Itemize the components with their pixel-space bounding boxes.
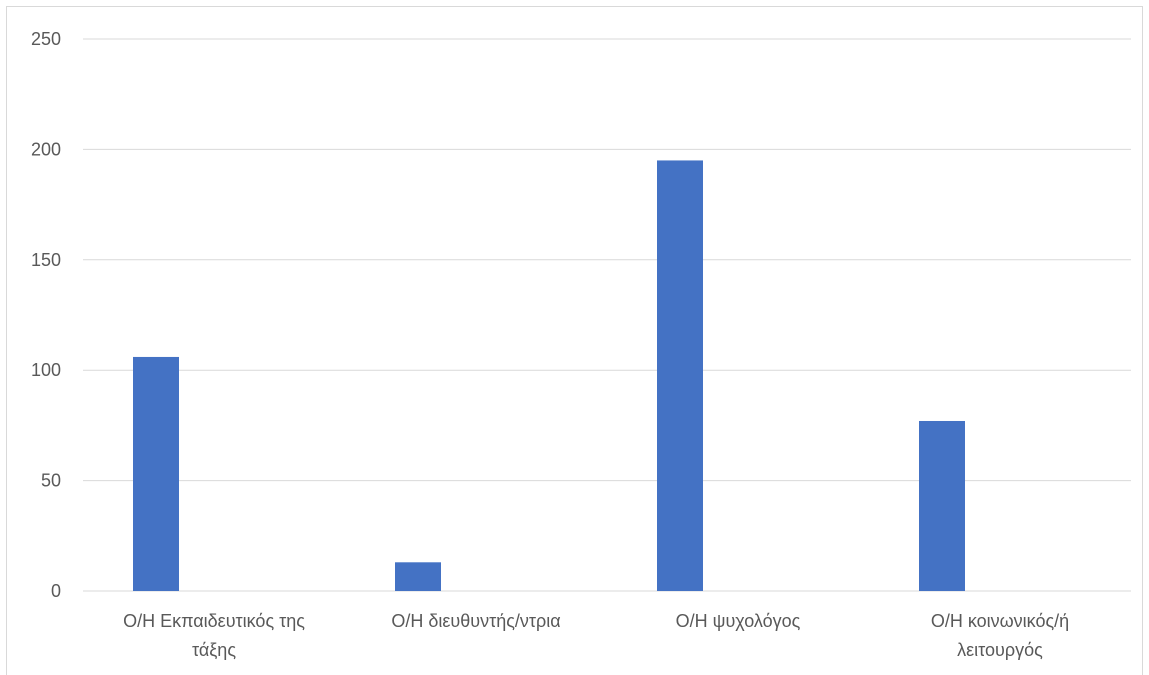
x-tick-label: Ο/Η κοινωνικός/ή: [931, 611, 1069, 631]
y-tick-label: 250: [31, 29, 61, 49]
bar: [395, 562, 441, 591]
x-tick-label: Ο/Η ψυχολόγος: [676, 611, 801, 631]
bar: [133, 356, 179, 591]
y-tick-label: 150: [31, 250, 61, 270]
bar: [919, 420, 965, 591]
y-tick-label: 200: [31, 139, 61, 159]
x-tick-label: Ο/Η διευθυντής/ντρια: [391, 611, 560, 631]
x-tick-label: Ο/Η Εκπαιδευτικός της: [123, 611, 305, 631]
bar: [657, 160, 703, 591]
y-tick-label: 50: [41, 471, 61, 491]
gridlines: [83, 38, 1131, 592]
bars: [133, 160, 965, 591]
x-tick-label: λειτουργός: [957, 640, 1043, 660]
y-axis-ticks: 0 50 100 150 200 250: [31, 29, 61, 601]
y-tick-label: 0: [51, 581, 61, 601]
x-axis-ticks: Ο/Η Εκπαιδευτικός της τάξης Ο/Η διευθυντής…: [123, 611, 1069, 660]
x-tick-label: τάξης: [192, 640, 236, 660]
chart-frame: [6, 6, 1143, 675]
y-tick-label: 100: [31, 360, 61, 380]
